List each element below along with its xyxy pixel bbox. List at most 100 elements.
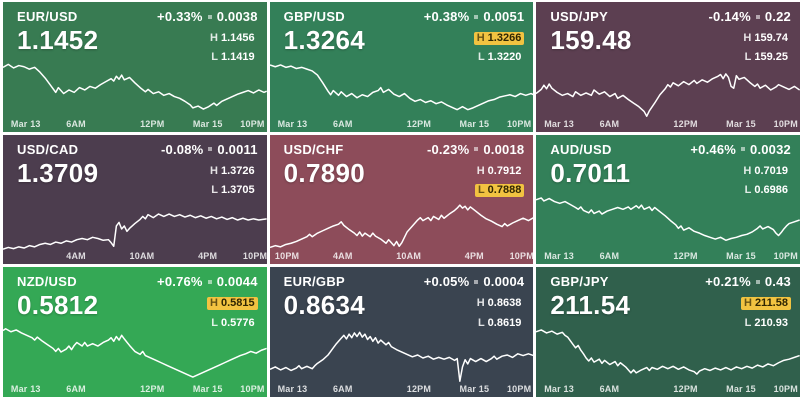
change-row: +0.38% 0.0051	[424, 9, 525, 24]
pair-name: GBP/JPY	[550, 274, 609, 290]
time-tick: Mar 15	[726, 384, 756, 394]
low-number: 1.1419	[221, 51, 255, 64]
last-price: 0.8634	[283, 290, 365, 321]
time-tick: Mar 15	[726, 251, 756, 262]
time-tick: Mar 13	[544, 251, 574, 262]
time-tick: 10PM	[274, 251, 300, 262]
price-sparkline	[270, 192, 534, 252]
change-absolute: 0.43	[764, 274, 791, 290]
high-label: H	[476, 32, 485, 44]
low-label: L	[211, 51, 218, 64]
fx-pair-tile[interactable]: EUR/USD 1.1452 +0.33% 0.0038 H 1.1456 L 1.…	[3, 2, 267, 132]
change-percent: -0.14%	[708, 9, 751, 24]
tile-header: USD/CAD 1.3709 -0.08% 0.0011 H 1.3726 L 1.…	[3, 142, 267, 199]
time-tick: Mar 15	[726, 118, 756, 129]
change-separator-icon	[474, 14, 479, 19]
price-sparkline	[3, 192, 267, 252]
low-label: L	[477, 316, 485, 329]
time-axis: Mar 13 6AM 12PM Mar 15 10PM	[536, 251, 800, 262]
change-separator-icon	[755, 279, 760, 284]
change-absolute: 0.0004	[483, 274, 525, 290]
high-label: H	[743, 164, 752, 177]
high-label: H	[210, 32, 218, 44]
time-tick: 6AM	[332, 384, 353, 394]
high-label: H	[476, 164, 485, 177]
time-tick: Mar 15	[192, 118, 223, 129]
fx-pair-tile[interactable]: NZD/USD 0.5812 +0.76% 0.0044 H 0.5815 L 0.…	[3, 267, 267, 397]
change-row: +0.21% 0.43	[705, 274, 791, 289]
change-percent: +0.38%	[423, 9, 470, 24]
time-tick: 4PM	[464, 251, 484, 262]
time-tick: 10PM	[506, 118, 532, 129]
high-value: H 0.8638	[474, 297, 525, 310]
time-tick: 12PM	[673, 384, 698, 394]
time-axis: Mar 13 6AM 12PM Mar 15 10PM	[270, 384, 534, 395]
time-tick: 10PM	[773, 384, 798, 394]
high-number: 211.58	[754, 297, 788, 310]
change-row: -0.08% 0.0011	[161, 142, 258, 157]
change-separator-icon	[474, 147, 479, 152]
time-tick: Mar 13	[544, 384, 574, 394]
high-number: 1.1456	[221, 32, 255, 44]
change-absolute: 0.0018	[483, 141, 525, 157]
time-tick: 10AM	[129, 251, 155, 262]
time-axis: Mar 13 6AM 12PM Mar 15 10PM	[3, 119, 267, 130]
time-tick: 12PM	[673, 251, 698, 262]
change-percent: +0.05%	[423, 274, 470, 290]
time-tick: 4PM	[198, 251, 218, 262]
time-tick: 10PM	[240, 118, 265, 129]
change-row: +0.33% 0.0038	[157, 9, 258, 24]
tile-header: EUR/GBP 0.8634 +0.05% 0.0004 H 0.8638 L 0.…	[270, 274, 534, 331]
pair-name: EUR/USD	[17, 9, 78, 24]
fx-pair-tile[interactable]: USD/CHF 0.7890 -0.23% 0.0018 H 0.7912 L 0.…	[269, 134, 534, 265]
price-sparkline	[270, 59, 534, 119]
time-axis: Mar 13 6AM 12PM Mar 15 10PM	[270, 119, 534, 130]
high-label: H	[743, 32, 752, 44]
fx-pair-tile[interactable]: GBP/USD 1.3264 +0.38% 0.0051 H 1.3266 L 1.…	[269, 2, 534, 132]
last-price: 1.3709	[17, 157, 99, 188]
change-row: +0.05% 0.0004	[424, 274, 525, 289]
fx-pair-tile[interactable]: USD/CAD 1.3709 -0.08% 0.0011 H 1.3726 L 1.…	[3, 134, 267, 265]
price-sparkline	[270, 324, 534, 384]
fx-pair-tile[interactable]: USD/JPY 159.48 -0.14% 0.22 H 159.74 L 159.…	[536, 2, 800, 132]
change-percent: +0.33%	[157, 9, 203, 24]
fx-pair-tile[interactable]: GBP/JPY 211.54 +0.21% 0.43 H 211.58 L 210.…	[536, 267, 800, 397]
high-number: 0.7912	[487, 164, 522, 177]
change-separator-icon	[207, 14, 212, 19]
pair-name: USD/CAD	[17, 141, 79, 157]
change-row: +0.76% 0.0044	[157, 274, 258, 289]
high-label: H	[476, 297, 485, 310]
low-value: L 159.25	[742, 51, 791, 64]
time-tick: 10PM	[773, 118, 798, 129]
high-number: 0.8638	[487, 297, 522, 310]
pair-name: USD/JPY	[550, 9, 609, 24]
change-row: -0.14% 0.22	[708, 9, 791, 24]
last-price: 0.5812	[17, 290, 99, 321]
change-absolute: 0.0051	[483, 9, 525, 24]
time-tick: 12PM	[140, 118, 165, 129]
low-label: L	[744, 184, 752, 197]
high-value: H 159.74	[740, 32, 791, 45]
tile-header: EUR/USD 1.1452 +0.33% 0.0038 H 1.1456 L 1.…	[3, 9, 267, 66]
high-number: 1.3726	[221, 164, 255, 177]
low-value: L 210.93	[742, 317, 791, 330]
low-number: 210.93	[754, 316, 788, 329]
time-tick: 10PM	[506, 384, 532, 394]
low-value: L 0.6986	[742, 184, 791, 197]
fx-pair-tile[interactable]: AUD/USD 0.7011 +0.46% 0.0032 H 0.7019 L 0.…	[536, 134, 800, 265]
time-tick: 12PM	[673, 118, 698, 129]
time-tick: 10AM	[396, 251, 422, 262]
time-tick: Mar 13	[277, 118, 308, 129]
time-tick: Mar 15	[192, 384, 223, 394]
tile-header: USD/CHF 0.7890 -0.23% 0.0018 H 0.7912 L 0.…	[270, 142, 534, 199]
tile-header: USD/JPY 159.48 -0.14% 0.22 H 159.74 L 159.…	[536, 9, 800, 66]
time-axis: 4AM 10AM 4PM 10PM	[3, 251, 266, 262]
fx-dashboard-grid: EUR/USD 1.1452 +0.33% 0.0038 H 1.1456 L 1.…	[3, 0, 800, 397]
tile-header: GBP/USD 1.3264 +0.38% 0.0051 H 1.3266 L 1.…	[270, 9, 534, 66]
high-number: 1.3266	[487, 32, 522, 44]
low-value: L 1.3705	[208, 184, 257, 197]
time-tick: 6AM	[66, 118, 86, 129]
high-number: 159.74	[754, 32, 788, 44]
last-price: 1.3264	[283, 25, 365, 55]
fx-pair-tile[interactable]: EUR/GBP 0.8634 +0.05% 0.0004 H 0.8638 L 0.…	[269, 267, 534, 397]
